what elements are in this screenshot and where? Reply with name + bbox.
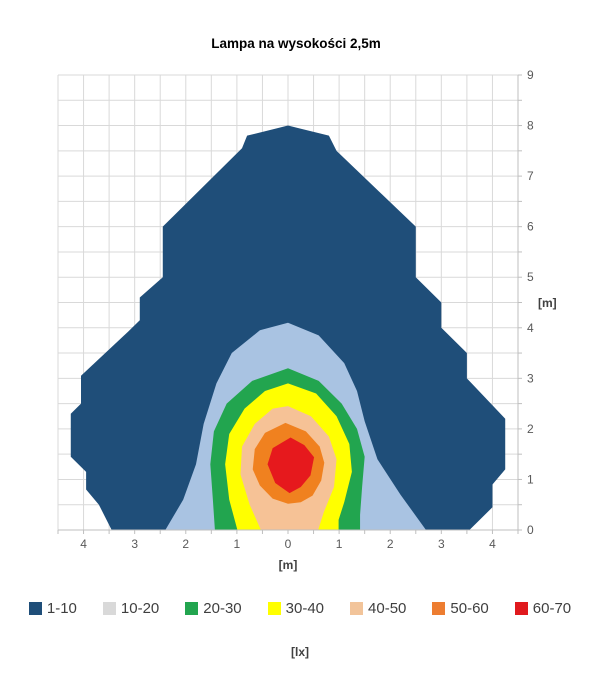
x-tick-label: 2 bbox=[387, 537, 394, 551]
x-axis-unit-label: [m] bbox=[278, 558, 298, 572]
x-tick-label: 4 bbox=[489, 537, 496, 551]
isolux-band-60-70 bbox=[267, 437, 315, 494]
x-tick-label: 0 bbox=[285, 537, 292, 551]
y-axis-unit-label: [m] bbox=[538, 296, 557, 310]
legend-item-40-50: 40-50 bbox=[350, 600, 406, 617]
x-tick-label: 3 bbox=[131, 537, 138, 551]
legend-label: 30-40 bbox=[285, 600, 325, 617]
x-tick-label: 2 bbox=[182, 537, 189, 551]
legend-swatch-icon bbox=[350, 602, 364, 615]
y-tick-label: 1 bbox=[527, 472, 534, 486]
legend-item-1-10: 1-10 bbox=[28, 600, 77, 617]
legend-swatch-icon bbox=[28, 602, 42, 615]
legend-label: 1-10 bbox=[46, 600, 77, 617]
legend-label: 60-70 bbox=[532, 600, 572, 617]
legend-swatch-icon bbox=[514, 602, 528, 615]
x-tick-label: 3 bbox=[438, 537, 445, 551]
y-tick-label: 4 bbox=[527, 321, 534, 335]
legend-label: 10-20 bbox=[120, 600, 160, 617]
x-tick-label: 1 bbox=[234, 537, 241, 551]
contour-plot: 4 3 2 1 0 1 2 3 4 0 1 2 3 4 5 6 7 8 9 bbox=[57, 68, 534, 551]
legend-swatch-icon bbox=[185, 602, 199, 615]
x-tick-label: 1 bbox=[336, 537, 343, 551]
legend-item-30-40: 30-40 bbox=[267, 600, 325, 617]
legend-item-10-20: 10-20 bbox=[102, 600, 160, 617]
y-tick-label: 6 bbox=[527, 220, 534, 234]
legend-label: 20-30 bbox=[203, 600, 242, 617]
legend-item-20-30: 20-30 bbox=[185, 600, 242, 617]
y-tick-label: 0 bbox=[527, 523, 534, 537]
legend-label: 50-60 bbox=[450, 600, 489, 617]
legend-swatch-icon bbox=[267, 602, 281, 615]
legend-unit-label: [lx] bbox=[291, 645, 309, 659]
y-tick-label: 5 bbox=[527, 270, 534, 284]
y-tick-label: 3 bbox=[527, 371, 534, 385]
y-tick-label: 7 bbox=[527, 169, 534, 183]
legend-swatch-icon bbox=[102, 602, 116, 615]
legend-swatch-icon bbox=[432, 602, 446, 615]
legend: 1-10 10-20 20-30 30-40 40-50 50-60 60-70 bbox=[0, 600, 600, 617]
y-tick-label: 9 bbox=[527, 68, 534, 82]
x-tick-label: 4 bbox=[80, 537, 87, 551]
legend-item-60-70: 60-70 bbox=[514, 600, 572, 617]
chart-title: Lampa na wysokości 2,5m bbox=[211, 36, 381, 51]
legend-item-50-60: 50-60 bbox=[432, 600, 489, 617]
y-tick-label: 8 bbox=[527, 119, 534, 133]
legend-label: 40-50 bbox=[368, 600, 407, 617]
y-tick-label: 2 bbox=[527, 422, 534, 436]
